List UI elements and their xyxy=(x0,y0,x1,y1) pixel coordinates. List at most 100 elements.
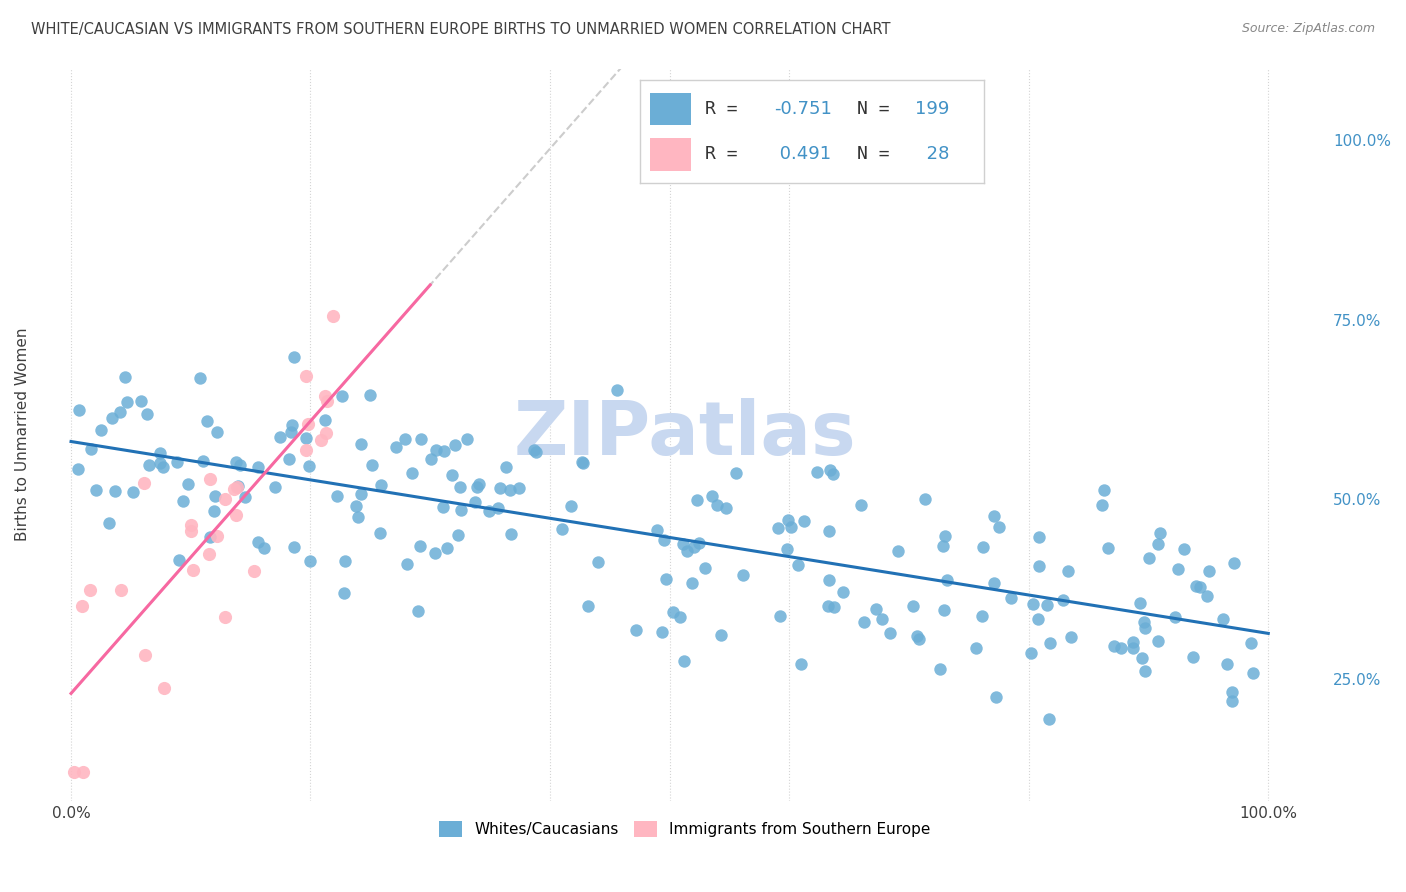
Point xyxy=(936,574,959,588)
Point xyxy=(243,564,266,578)
Point xyxy=(283,350,305,364)
Legend: Whites/Caucasians, Immigrants from Southern Europe: Whites/Caucasians, Immigrants from South… xyxy=(432,814,938,845)
Point xyxy=(934,529,956,543)
Point xyxy=(181,563,204,577)
Point xyxy=(1130,651,1153,665)
Point xyxy=(793,514,815,528)
Point xyxy=(294,431,316,445)
Point xyxy=(901,599,924,613)
Point xyxy=(1220,694,1243,708)
Point xyxy=(1028,530,1050,544)
Text: WHITE/CAUCASIAN VS IMMIGRANTS FROM SOUTHERN EUROPE BIRTHS TO UNMARRIED WOMEN COR: WHITE/CAUCASIAN VS IMMIGRANTS FROM SOUTH… xyxy=(31,22,890,37)
Point xyxy=(1097,541,1119,556)
Point xyxy=(450,503,472,517)
Point xyxy=(101,411,124,425)
Text: -0.751: -0.751 xyxy=(775,100,832,118)
Point xyxy=(551,522,574,536)
Point xyxy=(464,495,486,509)
Point xyxy=(1133,665,1156,679)
Point xyxy=(865,601,887,615)
Point xyxy=(560,499,582,513)
Point xyxy=(198,547,221,561)
Point xyxy=(205,528,228,542)
Point xyxy=(724,466,747,480)
Point xyxy=(662,605,685,619)
Point xyxy=(695,561,717,575)
Point xyxy=(1181,650,1204,665)
Point xyxy=(790,657,813,672)
Point xyxy=(1212,612,1234,626)
Point xyxy=(444,438,467,452)
Point xyxy=(225,508,247,522)
Text: 0.491: 0.491 xyxy=(775,145,831,163)
Bar xyxy=(650,137,692,170)
Point xyxy=(870,612,893,626)
Point xyxy=(385,440,408,454)
Text: N =: N = xyxy=(856,100,900,118)
Point xyxy=(571,455,593,469)
Point xyxy=(153,681,176,696)
Point xyxy=(333,554,356,568)
Point xyxy=(972,541,994,555)
Point xyxy=(114,370,136,384)
Point xyxy=(226,479,249,493)
Point xyxy=(1052,592,1074,607)
Point xyxy=(129,393,152,408)
Point xyxy=(1173,542,1195,557)
Point xyxy=(671,537,693,551)
Point xyxy=(983,509,1005,524)
Point xyxy=(180,518,202,533)
Point xyxy=(108,405,131,419)
Point xyxy=(652,533,675,547)
Point xyxy=(80,442,103,457)
Point xyxy=(298,459,321,474)
Point xyxy=(1164,610,1187,624)
Point xyxy=(202,504,225,518)
Point xyxy=(907,632,929,647)
Point xyxy=(396,557,419,571)
Point xyxy=(132,475,155,490)
Point xyxy=(299,554,322,568)
Point xyxy=(350,437,373,451)
Point xyxy=(79,582,101,597)
Point xyxy=(115,395,138,409)
Point xyxy=(425,546,447,560)
Point xyxy=(851,498,873,512)
Point xyxy=(333,586,356,600)
Point xyxy=(359,388,381,402)
Point xyxy=(97,516,120,531)
Point xyxy=(1220,685,1243,699)
Point xyxy=(205,425,228,439)
Point xyxy=(787,558,810,573)
Point xyxy=(134,648,156,663)
Point xyxy=(1122,640,1144,655)
Point xyxy=(655,572,678,586)
Point xyxy=(1147,537,1170,551)
Point xyxy=(67,403,90,417)
Point xyxy=(1135,622,1157,636)
Point xyxy=(501,527,523,541)
Point xyxy=(225,455,247,469)
Point xyxy=(1038,713,1060,727)
Point xyxy=(821,467,844,482)
Point xyxy=(280,425,302,439)
Point xyxy=(572,456,595,470)
Point xyxy=(586,555,609,569)
Text: R =: R = xyxy=(706,100,748,118)
Point xyxy=(645,523,668,537)
Point xyxy=(104,484,127,499)
Point xyxy=(970,609,993,624)
Point xyxy=(311,433,333,447)
Bar xyxy=(650,93,692,126)
Point xyxy=(879,626,901,640)
Point xyxy=(1028,559,1050,574)
Point xyxy=(905,629,928,643)
Point xyxy=(344,499,367,513)
Point xyxy=(1026,612,1049,626)
Point xyxy=(283,541,305,555)
Point xyxy=(72,599,94,613)
Point xyxy=(90,423,112,437)
Point xyxy=(172,494,194,508)
Point xyxy=(110,583,132,598)
Point xyxy=(121,484,143,499)
